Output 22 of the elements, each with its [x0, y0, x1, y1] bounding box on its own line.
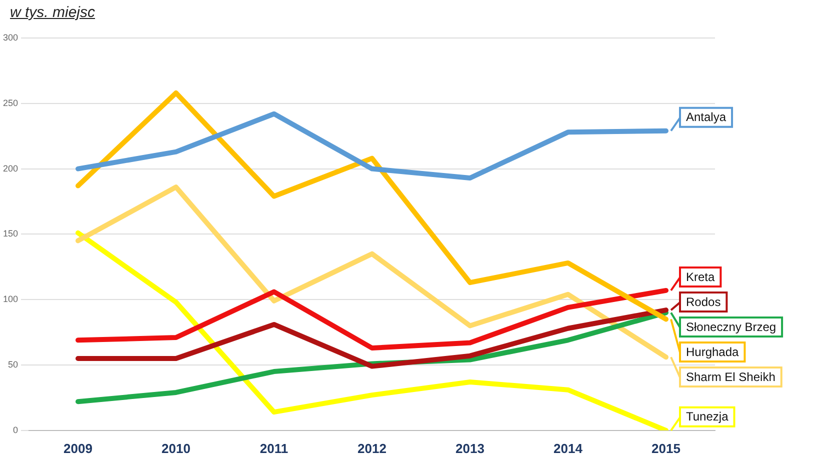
y-tick-label: 150 — [2, 228, 18, 239]
y-tick-label: 250 — [2, 98, 18, 108]
legend-label: Tunezja — [686, 410, 729, 424]
x-tick-label: 2010 — [162, 440, 190, 456]
x-tick-label: 2011 — [260, 440, 288, 456]
x-tick-label: 2012 — [358, 440, 386, 456]
x-tick-label: 2009 — [64, 440, 92, 456]
legend-label: Kreta — [686, 270, 716, 284]
x-tick-label: 2015 — [652, 440, 680, 456]
y-tick-label: 50 — [8, 359, 18, 370]
y-tick-label: 200 — [2, 163, 18, 174]
y-tick-label: 100 — [2, 294, 18, 304]
legend-label: Rodos — [686, 294, 721, 309]
series-label: Hurghada — [686, 344, 740, 359]
y-axis-title: w tys. miejsc — [10, 4, 96, 21]
legend-label: Antalya — [686, 110, 726, 124]
y-tick-label: 300 — [2, 32, 18, 42]
x-tick-label: 2013 — [456, 440, 484, 456]
y-tick-label: 0 — [13, 424, 18, 435]
x-tick-label: 2014 — [554, 440, 584, 456]
series-label: Sharm El Sheikh — [686, 370, 776, 384]
series-label: Słoneczny Brzeg — [686, 320, 776, 334]
